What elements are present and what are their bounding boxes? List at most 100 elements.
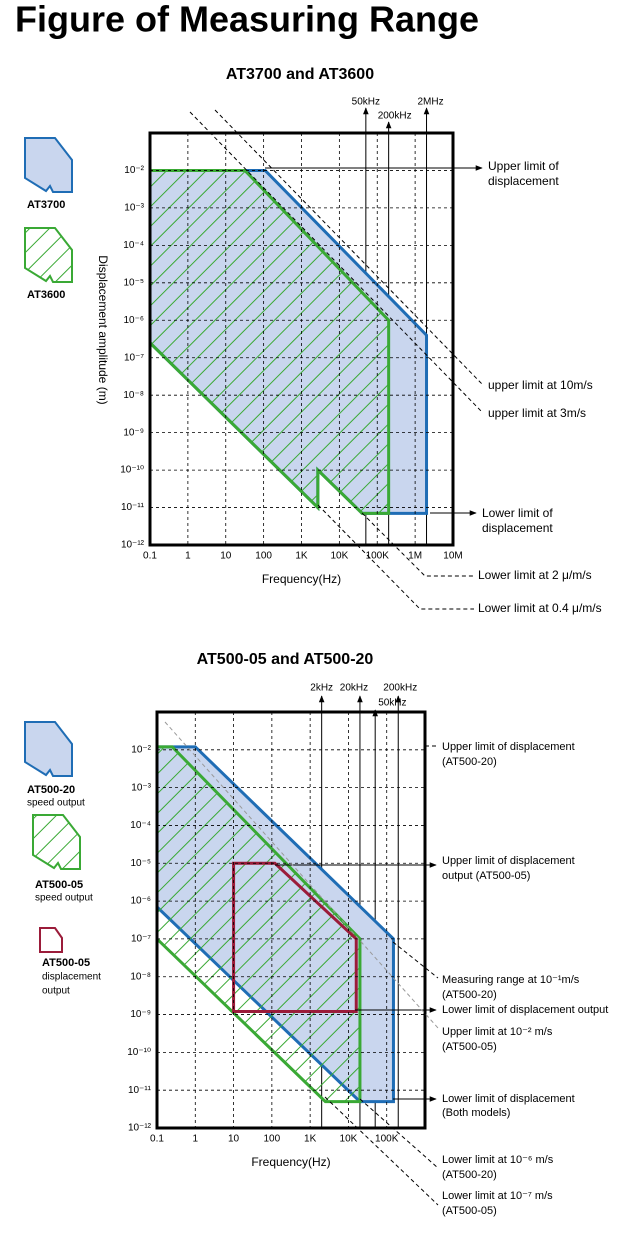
- annotation: Lower limit of displacement: [442, 1093, 575, 1105]
- x-axis-label: Frequency(Hz): [251, 1155, 330, 1169]
- legend-label: AT3600: [27, 289, 65, 301]
- annotation: Lower limit at 10⁻⁶ m/s: [442, 1154, 554, 1166]
- annotation: Lower limit at 0.4 μ/m/s: [478, 601, 602, 615]
- legend-label: AT500-05: [35, 879, 83, 891]
- leader-line: [361, 512, 474, 577]
- x-tick-label: 1: [193, 1134, 199, 1145]
- annotation: Lower limit at 2 μ/m/s: [478, 568, 592, 582]
- y-tick-label: 10⁻²: [131, 744, 151, 755]
- legend-swatch: [24, 721, 73, 777]
- leader-line: [359, 1098, 439, 1169]
- y-tick-label: 10⁻⁵: [123, 277, 144, 288]
- annotation: (AT500-20): [442, 756, 497, 768]
- annotation: output (AT500-05): [442, 870, 530, 882]
- x-tick-label: 10: [228, 1134, 240, 1145]
- leader-line: [392, 941, 439, 979]
- frequency-marker-label: 200kHz: [378, 111, 412, 122]
- x-tick-label: 10M: [443, 551, 462, 562]
- legend-swatch: [32, 814, 81, 870]
- range-region: [148, 168, 391, 515]
- frequency-marker-label: 50kHz: [378, 698, 406, 709]
- x-tick-label: 100: [264, 1134, 281, 1145]
- y-axis-label: Displacement amplitude (m): [96, 255, 110, 404]
- y-tick-label: 10⁻¹²: [128, 1123, 152, 1134]
- y-tick-label: 10⁻¹⁰: [127, 1047, 151, 1058]
- chart-title: AT3700 and AT3600: [226, 66, 374, 83]
- annotation: (AT500-05): [442, 1205, 497, 1217]
- leader-line: [164, 721, 439, 1029]
- legend-note: speed output: [27, 798, 85, 809]
- x-tick-label: 1K: [304, 1134, 317, 1145]
- x-tick-label: 100K: [366, 551, 390, 562]
- plot-frame: [155, 710, 427, 1130]
- annotation: upper limit at 3m/s: [488, 406, 586, 420]
- annotation: Upper limit at 10⁻² m/s: [442, 1026, 553, 1038]
- x-tick-label: 1: [185, 551, 191, 562]
- x-tick-label: 0.1: [150, 1134, 164, 1145]
- y-tick-label: 10⁻⁸: [130, 971, 151, 982]
- annotation: displacement: [488, 174, 559, 188]
- frequency-marker-label: 2kHz: [310, 683, 333, 694]
- y-tick-label: 10⁻¹¹: [121, 502, 145, 513]
- y-tick-label: 10⁻⁷: [131, 934, 151, 945]
- annotation: (AT500-05): [442, 1041, 497, 1053]
- frequency-marker-label: 200kHz: [383, 683, 417, 694]
- y-tick-label: 10⁻⁶: [123, 315, 144, 326]
- legend-swatch: [39, 927, 63, 953]
- x-tick-label: 100K: [375, 1134, 399, 1145]
- annotation: (AT500-20): [442, 989, 497, 1001]
- y-tick-label: 10⁻¹⁰: [120, 465, 144, 476]
- leader-line: [214, 109, 483, 385]
- x-tick-label: 10K: [330, 551, 348, 562]
- annotation: Upper limit of displacement: [442, 741, 575, 753]
- y-tick-label: 10⁻⁹: [130, 1009, 151, 1020]
- frequency-marker-label: 2MHz: [417, 97, 443, 108]
- legend-label: AT500-20: [27, 784, 75, 796]
- x-tick-label: 0.1: [143, 551, 157, 562]
- y-tick-label: 10⁻¹²: [121, 540, 145, 551]
- y-tick-label: 10⁻³: [131, 782, 151, 793]
- legend-note: displacement: [42, 972, 101, 983]
- annotation: Lower limit of displacement output: [442, 1004, 608, 1016]
- y-tick-label: 10⁻⁴: [123, 240, 144, 251]
- frequency-marker-label: 50kHz: [352, 97, 380, 108]
- x-tick-label: 1K: [295, 551, 308, 562]
- legend-swatch: [24, 227, 73, 283]
- y-tick-label: 10⁻⁸: [123, 390, 144, 401]
- range-region: [155, 745, 362, 1104]
- annotation: Measuring range at 10⁻¹m/s: [442, 974, 580, 986]
- x-tick-label: 10: [220, 551, 232, 562]
- annotation: upper limit at 10m/s: [488, 378, 593, 392]
- legend-label: AT500-05: [42, 957, 90, 969]
- frequency-marker-label: 20kHz: [340, 683, 368, 694]
- annotation: displacement: [482, 521, 553, 535]
- x-tick-label: 100: [255, 551, 272, 562]
- chart-title: AT500-05 and AT500-20: [197, 651, 374, 668]
- y-tick-label: 10⁻⁵: [130, 858, 151, 869]
- range-region: [232, 861, 358, 1014]
- y-tick-label: 10⁻⁹: [123, 427, 144, 438]
- annotation: Upper limit of displacement: [442, 855, 575, 867]
- annotation: (AT500-20): [442, 1169, 497, 1181]
- legend-swatch: [24, 137, 73, 193]
- legend-note: output: [42, 986, 70, 997]
- y-tick-label: 10⁻⁶: [130, 896, 151, 907]
- legend-label: AT3700: [27, 199, 65, 211]
- annotation: Lower limit at 10⁻⁷ m/s: [442, 1190, 553, 1202]
- legend-note: speed output: [35, 893, 93, 904]
- y-tick-label: 10⁻³: [124, 203, 144, 214]
- annotation: Upper limit of: [488, 159, 559, 173]
- page-title: Figure of Measuring Range: [15, 0, 479, 40]
- y-tick-label: 10⁻⁷: [124, 352, 144, 363]
- x-axis-label: Frequency(Hz): [262, 572, 341, 586]
- annotation: (Both models): [442, 1107, 510, 1119]
- plot-frame: [148, 131, 455, 547]
- y-tick-label: 10⁻²: [124, 165, 144, 176]
- leader-line: [324, 1096, 439, 1206]
- y-tick-label: 10⁻¹¹: [128, 1085, 152, 1096]
- y-tick-label: 10⁻⁴: [130, 820, 151, 831]
- annotation: Lower limit of: [482, 506, 553, 520]
- x-tick-label: 1M: [408, 551, 422, 562]
- x-tick-label: 10K: [340, 1134, 358, 1145]
